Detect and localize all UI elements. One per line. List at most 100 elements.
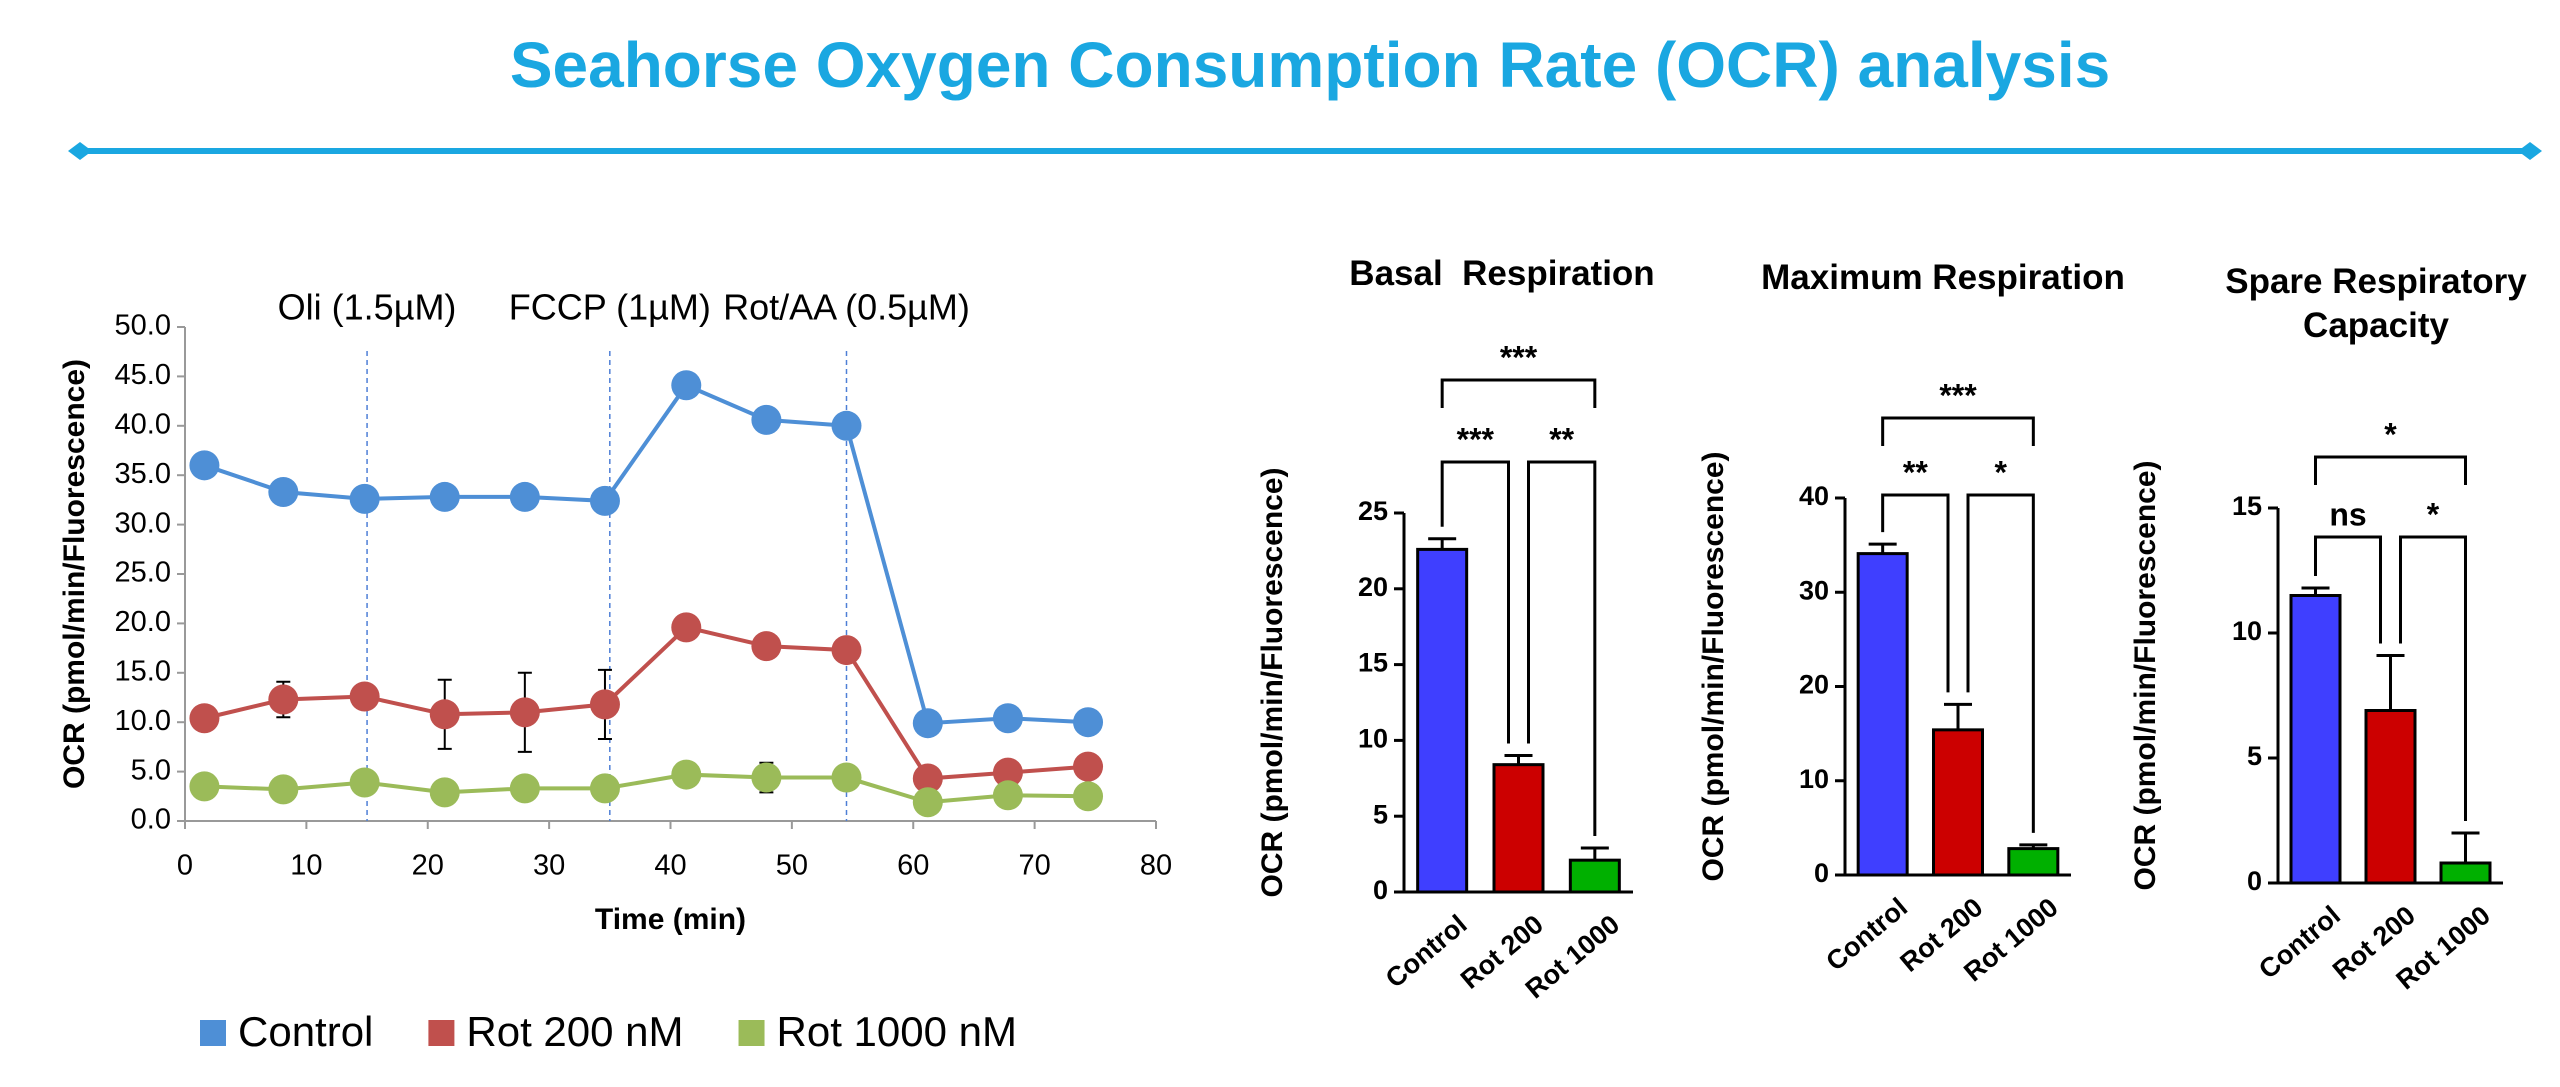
y-tick-label: 15	[2232, 491, 2262, 521]
bar	[2007, 847, 2060, 877]
point	[912, 763, 943, 794]
chart-title-box: Spare Respiratory Capacity	[2225, 262, 2537, 345]
point	[589, 689, 620, 720]
point	[671, 370, 702, 401]
significance-label: *	[1994, 454, 2007, 490]
y-tick-label: 25.0	[115, 557, 171, 589]
legend-label: Control	[238, 1008, 373, 1055]
significance-bracket	[1527, 460, 1597, 837]
divider-end	[2518, 142, 2542, 160]
bar	[2289, 594, 2342, 885]
point	[268, 476, 299, 507]
point	[992, 780, 1023, 811]
point	[1073, 751, 1104, 782]
y-tick-label: 0	[2247, 866, 2262, 896]
significance-bracket	[2399, 535, 2467, 821]
y-tick-label: 10.0	[115, 705, 171, 737]
x-tick-label: Control	[2253, 900, 2346, 985]
y-tick-label: 20	[1799, 670, 1829, 700]
error-bar	[2451, 831, 2480, 863]
x-tick-label: 70	[1018, 850, 1050, 882]
point	[912, 708, 943, 739]
y-tick-label: 10	[1799, 764, 1829, 794]
x-tick-label: 50	[776, 850, 808, 882]
legend-swatch	[428, 1020, 455, 1046]
bar	[1932, 728, 1984, 877]
significance-label: ***	[1939, 377, 1977, 413]
event-label: Oli (1.5µM)	[278, 287, 457, 328]
point	[509, 481, 540, 512]
bar	[2364, 709, 2417, 885]
y-tick-label: 30.0	[115, 507, 171, 539]
chart-title: Spare Respiratory Capacity	[2225, 262, 2537, 345]
point	[1073, 781, 1104, 812]
point	[831, 635, 862, 666]
x-tick-label: 10	[290, 850, 322, 882]
y-tick-label: 30	[1799, 575, 1829, 605]
y-tick-label: 0	[1814, 858, 1829, 888]
significance-bracket	[1881, 493, 1950, 693]
significance-bracket	[1440, 378, 1597, 408]
significance-label: ***	[1457, 421, 1495, 457]
y-tick-label: 35.0	[115, 458, 171, 490]
point	[268, 774, 299, 805]
x-tick-label: 0	[177, 850, 193, 882]
y-tick-label: 20	[1358, 572, 1388, 602]
significance-bracket	[1966, 493, 2035, 833]
x-tick-label: 60	[897, 850, 929, 882]
y-tick-label: 0.0	[131, 804, 171, 836]
x-tick-label: Control	[1820, 892, 1913, 977]
x-tick-label: 30	[533, 850, 565, 882]
point	[189, 771, 220, 802]
x-tick-label: 80	[1140, 850, 1172, 882]
y-axis-title: OCR (pmol/min/Fluorescence)	[1256, 467, 1289, 897]
y-tick-label: 15	[1358, 648, 1388, 678]
significance-bracket	[1881, 416, 2035, 446]
point	[429, 699, 460, 730]
y-tick-label: 5	[2247, 741, 2262, 771]
y-tick-label: 0	[1373, 875, 1388, 905]
significance-label: ns	[2329, 496, 2366, 532]
y-tick-label: 10	[2232, 616, 2262, 646]
point	[189, 450, 220, 481]
significance-label: *	[2384, 416, 2397, 452]
y-tick-label: 25	[1358, 496, 1388, 526]
y-tick-label: 10	[1358, 724, 1388, 754]
point	[349, 767, 380, 798]
point	[349, 483, 380, 514]
series-line	[204, 772, 1089, 805]
x-tick-label: 20	[412, 850, 444, 882]
chart-title-box: Maximum Respiration	[1761, 258, 2125, 297]
y-tick-label: 20.0	[115, 606, 171, 638]
point	[429, 481, 460, 512]
y-tick-label: 5	[1373, 799, 1388, 829]
legend-swatch	[200, 1020, 226, 1046]
y-tick-label: 45.0	[115, 359, 171, 391]
y-tick-label: 50.0	[115, 310, 171, 342]
y-tick-label: 40.0	[115, 408, 171, 440]
significance-label: *	[2427, 496, 2440, 532]
error-bar	[1868, 542, 1897, 554]
event-label: Rot/AA (0.5µM)	[723, 287, 970, 328]
point	[1073, 707, 1104, 738]
point	[992, 757, 1023, 788]
point	[671, 759, 702, 790]
point	[429, 777, 460, 808]
significance-bracket	[2314, 535, 2382, 644]
bar	[1856, 552, 1909, 877]
significance-label: ***	[1500, 339, 1538, 375]
x-tick-label: 40	[654, 850, 686, 882]
bar	[2439, 861, 2492, 885]
chart-title-box: Basal Respiration	[1349, 254, 1654, 293]
point	[268, 684, 299, 715]
y-axis-title: OCR (pmol/min/Fluorescence)	[1697, 451, 1730, 881]
chart-title: Maximum Respiration	[1761, 258, 2125, 297]
x-axis-title: Time (min)	[595, 903, 746, 936]
point	[751, 631, 782, 662]
point	[831, 762, 862, 793]
point	[831, 410, 862, 441]
legend-swatch	[738, 1020, 765, 1046]
x-tick-label: Control	[1380, 909, 1473, 994]
y-tick-label: 5.0	[131, 754, 171, 786]
